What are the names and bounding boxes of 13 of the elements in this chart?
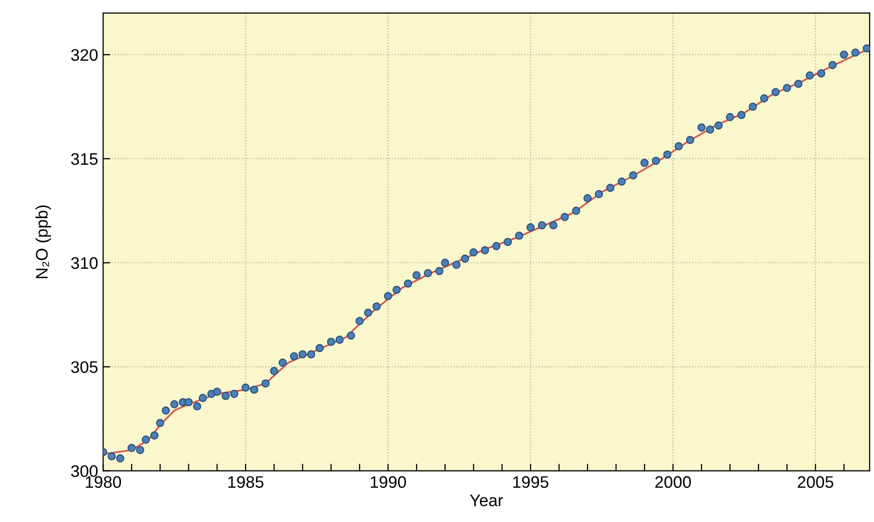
x-tick-label: 2005 xyxy=(798,476,834,488)
y-axis-title: N₂O (ppb) xyxy=(35,205,52,278)
x-axis-title: Year xyxy=(470,494,503,506)
y-tick-label: 310 xyxy=(71,257,98,269)
x-tick-label: 1990 xyxy=(370,476,406,488)
y-tick-label: 300 xyxy=(71,465,98,478)
y-tick-label: 315 xyxy=(71,153,98,165)
y-tick-label: 320 xyxy=(71,49,98,61)
x-tick-label: 2000 xyxy=(655,476,691,488)
x-tick-label: 1995 xyxy=(513,476,548,488)
y-tick-label: 305 xyxy=(71,361,98,374)
x-tick-label: 1980 xyxy=(86,476,122,488)
x-tick-label: 1985 xyxy=(228,476,264,488)
